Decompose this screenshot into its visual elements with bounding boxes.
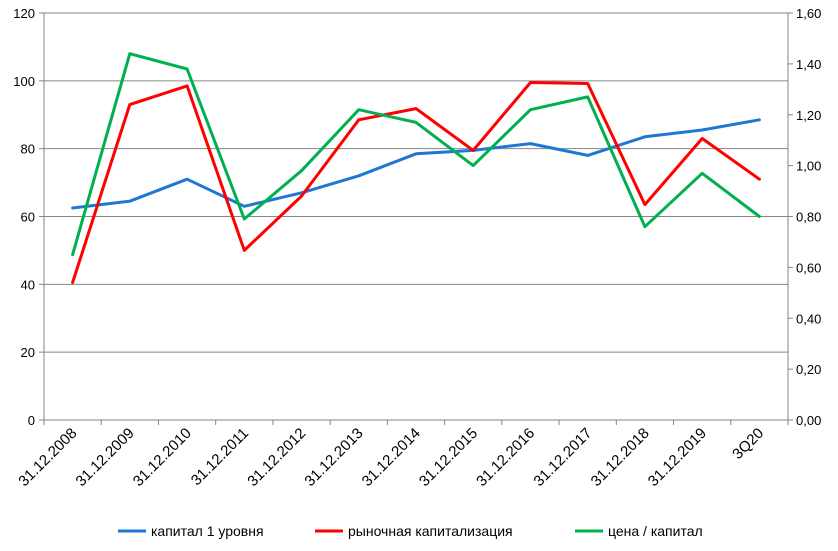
x-tick-label: 31.12.2016 <box>473 425 538 490</box>
right-tick-label: 0,60 <box>796 260 821 275</box>
legend: капитал 1 уровня рыночная капитализация це… <box>118 523 703 539</box>
left-tick-label: 120 <box>13 6 35 21</box>
left-tick-label: 80 <box>21 142 35 157</box>
x-tick-label: 31.12.2008 <box>15 425 80 490</box>
legend-label: рыночная капитализация <box>348 523 513 539</box>
left-tick-label: 0 <box>28 413 35 428</box>
x-tick-label: 3Q20 <box>729 425 767 463</box>
series-line-2 <box>71 81 761 285</box>
right-tick-label: 0,00 <box>796 413 821 428</box>
left-tick-label: 20 <box>21 345 35 360</box>
right-tick-label: 0,20 <box>796 362 821 377</box>
series-lines <box>71 52 761 285</box>
right-tick-label: 0,80 <box>796 210 821 225</box>
x-tick-label: 31.12.2009 <box>73 425 138 490</box>
series-line-3 <box>71 52 761 257</box>
right-tick-label: 1,20 <box>796 108 821 123</box>
legend-label: цена / капитал <box>608 523 703 539</box>
right-tick-label: 0,40 <box>796 311 821 326</box>
left-axis-ticks: 0 20 40 60 80 100 120 <box>13 6 44 428</box>
series-line-1 <box>71 118 761 210</box>
x-tick-label: 31.12.2012 <box>244 425 309 490</box>
legend-label: капитал 1 уровня <box>151 523 264 539</box>
right-axis-ticks: 0,00 0,20 0,40 0,60 0,80 1,00 1,20 1,40 1,60 <box>788 6 821 428</box>
right-tick-label: 1,00 <box>796 159 821 174</box>
x-axis-ticks: 31.12.200831.12.200931.12.201031.12.2011… <box>15 420 789 490</box>
left-tick-label: 40 <box>21 277 35 292</box>
left-tick-label: 100 <box>13 74 35 89</box>
gridlines <box>44 12 788 353</box>
x-tick-label: 31.12.2015 <box>416 425 481 490</box>
left-tick-label: 60 <box>21 210 35 225</box>
x-tick-label: 31.12.2019 <box>645 425 710 490</box>
right-tick-label: 1,40 <box>796 57 821 72</box>
x-tick-label: 31.12.2017 <box>530 425 595 490</box>
x-tick-label: 31.12.2011 <box>188 425 252 489</box>
x-tick-label: 31.12.2010 <box>130 425 195 490</box>
x-tick-label: 31.12.2014 <box>359 425 424 490</box>
x-tick-label: 31.12.2018 <box>588 425 653 490</box>
right-tick-label: 1,60 <box>796 6 821 21</box>
x-tick-label: 31.12.2013 <box>301 425 366 490</box>
